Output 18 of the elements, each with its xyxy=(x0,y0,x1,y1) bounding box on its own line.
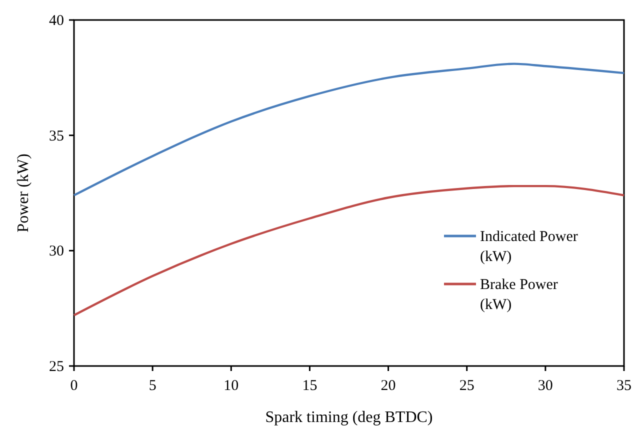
x-tick-label: 10 xyxy=(224,378,239,394)
line-series xyxy=(72,184,626,316)
x-axis-title: Spark timing (deg BTDC) xyxy=(265,409,433,426)
legend-label: Indicated Power (kW) xyxy=(480,229,578,265)
x-tick-label: 5 xyxy=(148,378,156,394)
x-tick-label: 20 xyxy=(380,378,396,394)
legend-label: Brake Power (kW) xyxy=(480,277,558,313)
line-series xyxy=(72,62,626,196)
x-tick-label: 15 xyxy=(302,378,318,394)
y-tick-label: 40 xyxy=(49,13,64,29)
y-tick-label: 30 xyxy=(49,244,64,260)
x-tick-label: 25 xyxy=(459,378,474,394)
x-tick-label: 0 xyxy=(70,378,78,394)
y-tick-label: 35 xyxy=(49,128,64,144)
y-tick-label: 25 xyxy=(49,359,64,375)
y-axis-title: Power (kW) xyxy=(15,154,32,232)
x-tick-label: 35 xyxy=(616,378,632,394)
x-tick-label: 30 xyxy=(538,378,553,394)
